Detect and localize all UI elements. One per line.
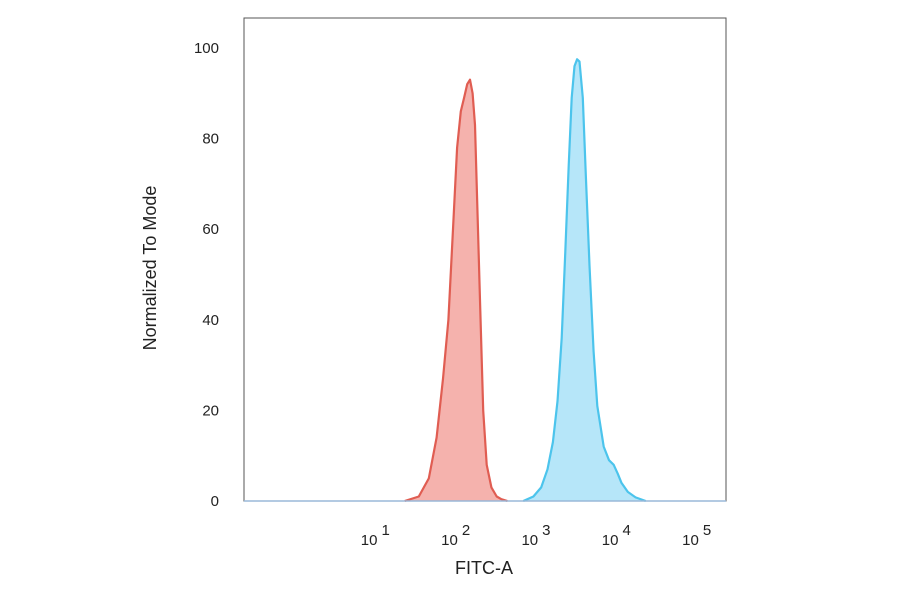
y-tick-label: 40 [202, 312, 219, 329]
x-tick-base: 10 [521, 532, 538, 549]
y-tick-label: 0 [211, 493, 219, 510]
x-tick-label: 102 [441, 522, 470, 549]
y-tick-label: 80 [202, 131, 219, 148]
y-tick-label: 60 [202, 221, 219, 238]
x-tick-exponent: 4 [622, 522, 630, 539]
series-1-area [404, 79, 508, 501]
x-tick-exponent: 2 [462, 522, 470, 539]
x-tick-label: 105 [682, 522, 711, 549]
x-tick-label: 103 [521, 522, 550, 549]
x-tick-label: 101 [361, 522, 390, 549]
y-tick-labels: 0 20 40 60 80 100 [194, 40, 219, 510]
x-tick-exponent: 1 [381, 522, 389, 539]
series-2-area [523, 59, 646, 502]
x-tick-exponent: 5 [703, 522, 711, 539]
x-tick-base: 10 [602, 532, 619, 549]
x-tick-base: 10 [361, 532, 378, 549]
x-tick-label: 104 [602, 522, 631, 549]
series-layer [404, 58, 647, 503]
x-axis-title: FITC-A [455, 558, 513, 578]
series-2-outline [522, 58, 647, 503]
y-tick-label: 20 [202, 402, 219, 419]
x-tick-exponent: 3 [542, 522, 550, 539]
series-1-outline [404, 78, 508, 503]
y-axis-title: Normalized To Mode [140, 186, 160, 351]
x-tick-base: 10 [682, 532, 699, 549]
y-tick-label: 100 [194, 40, 219, 57]
x-tick-base: 10 [441, 532, 458, 549]
